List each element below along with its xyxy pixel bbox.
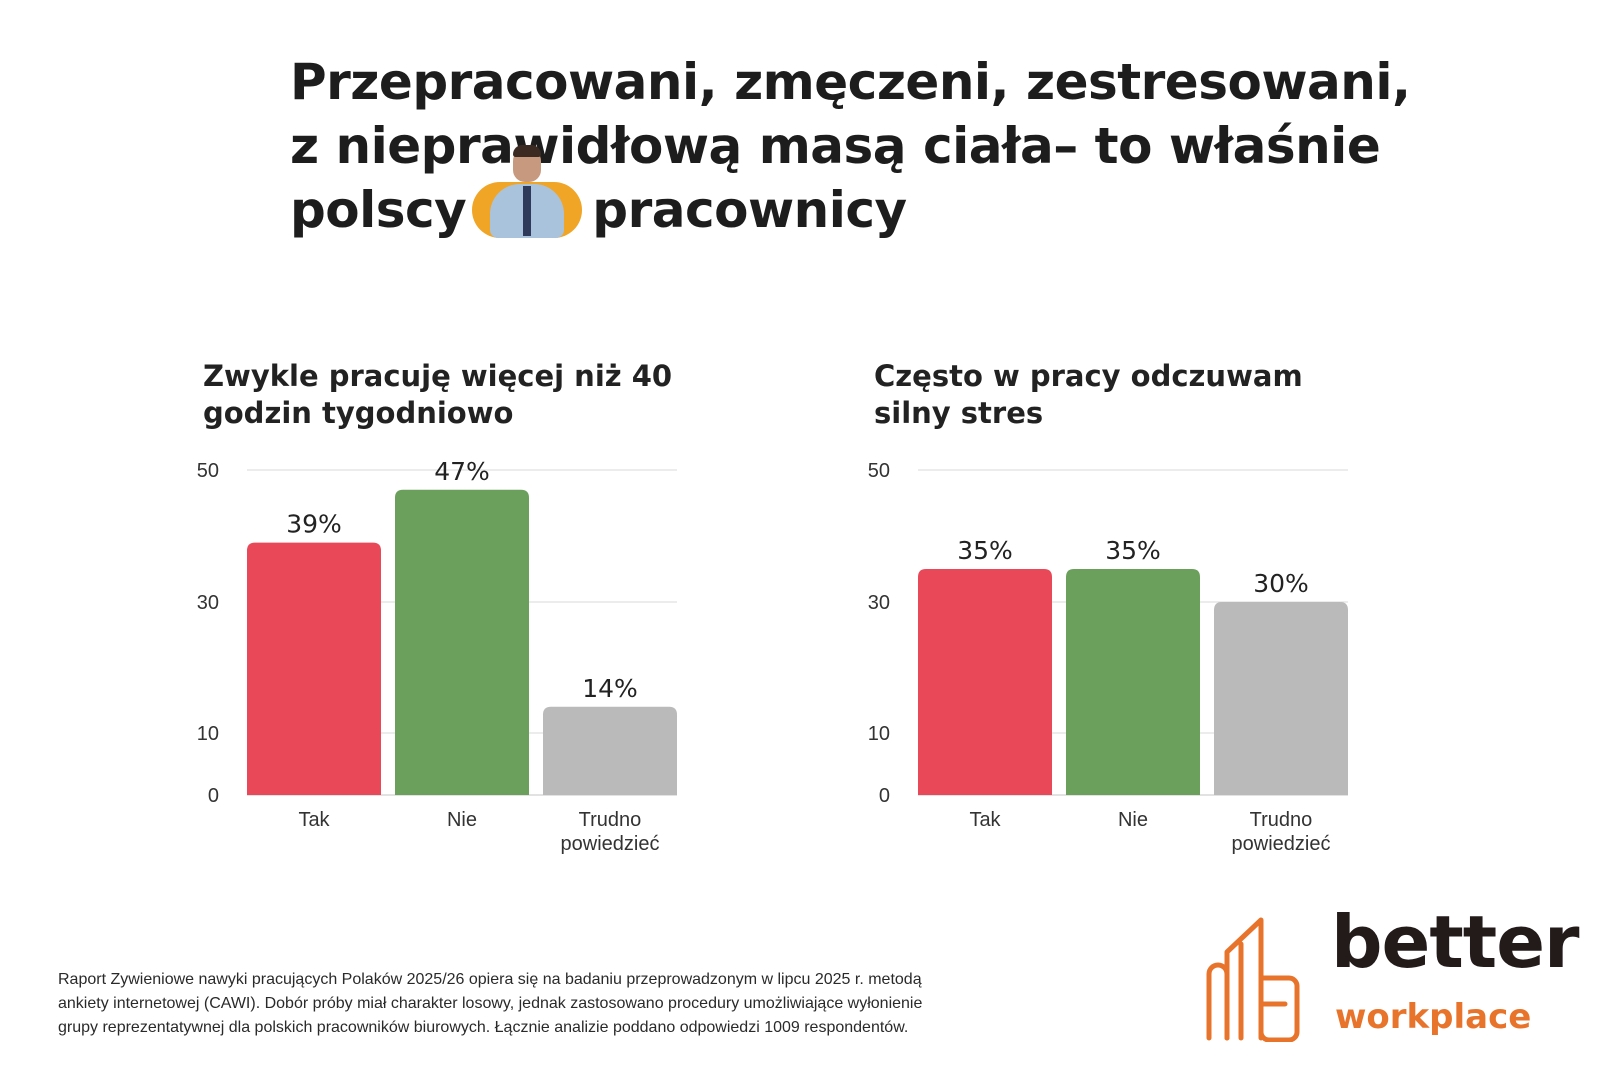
y-tick-label: 30 <box>868 592 890 614</box>
methodology-footnote: Raport Zywieniowe nawyki pracujących Pol… <box>58 968 1118 1040</box>
chart-1-title-line-2: godzin tygodniowo <box>203 396 514 430</box>
bar-tak <box>918 569 1052 795</box>
bar-value-label: 39% <box>286 510 342 539</box>
x-tick-label: Trudno <box>1250 809 1313 831</box>
bar-trudno-powiedzieć <box>543 706 677 795</box>
logo-word-better: better <box>1331 900 1580 984</box>
bar-value-label: 14% <box>582 674 638 703</box>
bar-nie <box>395 489 529 795</box>
bar-trudno-powiedzieć <box>1214 602 1348 795</box>
worker-avatar-image <box>472 144 583 238</box>
x-tick-label: powiedzieć <box>1232 833 1331 855</box>
headline-line-2: z nieprawidłową masą ciała– to właśnie <box>290 117 1381 175</box>
x-tick-label: Trudno <box>579 809 642 831</box>
chart-2-title-line-1: Często w pracy odczuwam <box>874 359 1303 393</box>
y-tick-label: 50 <box>868 460 890 482</box>
footnote-line-2: ankiety internetowej (CAWI). Dobór próby… <box>58 995 923 1012</box>
x-tick-label: Tak <box>969 809 1001 831</box>
page-headline: Przepracowani, zmęczeni, zestresowani, z… <box>290 50 1411 242</box>
better-workplace-logo: better workplace <box>1205 900 1605 1048</box>
y-tick-label: 0 <box>208 785 219 807</box>
bar-nie <box>1066 569 1200 795</box>
footnote-line-1: Raport Zywieniowe nawyki pracujących Pol… <box>58 971 922 988</box>
chart-2-title: Często w pracy odczuwam silny stres <box>874 358 1303 432</box>
headline-word-polscy: polscy <box>290 181 467 239</box>
y-tick-label: 30 <box>197 592 219 614</box>
x-tick-label: Tak <box>298 809 330 831</box>
chart-2-title-line-2: silny stres <box>874 396 1044 430</box>
bar-value-label: 30% <box>1253 569 1309 598</box>
x-tick-label: Nie <box>1118 809 1148 831</box>
x-tick-label: powiedzieć <box>561 833 660 855</box>
y-tick-label: 10 <box>868 723 890 745</box>
bar-value-label: 35% <box>957 536 1013 565</box>
bar-tak <box>247 542 381 795</box>
bar-value-label: 35% <box>1105 536 1161 565</box>
chart-1-title: Zwykle pracuję więcej niż 40 godzin tygo… <box>203 358 672 432</box>
logo-word-workplace: workplace <box>1335 997 1532 1037</box>
headline-word-pracownicy: pracownicy <box>592 181 907 239</box>
y-tick-label: 0 <box>879 785 890 807</box>
chart-1-title-line-1: Zwykle pracuję więcej niż 40 <box>203 359 673 393</box>
headline-line-3: polscy pracownicy <box>290 144 1390 242</box>
headline-line-1: Przepracowani, zmęczeni, zestresowani, <box>290 53 1411 111</box>
footnote-line-3: grupy reprezentatywnej dla polskich prac… <box>58 1019 909 1036</box>
x-tick-label: Nie <box>447 809 477 831</box>
building-outline-icon <box>1206 917 1300 1042</box>
y-tick-label: 50 <box>197 460 219 482</box>
y-tick-label: 10 <box>197 723 219 745</box>
bar-value-label: 47% <box>434 457 490 486</box>
